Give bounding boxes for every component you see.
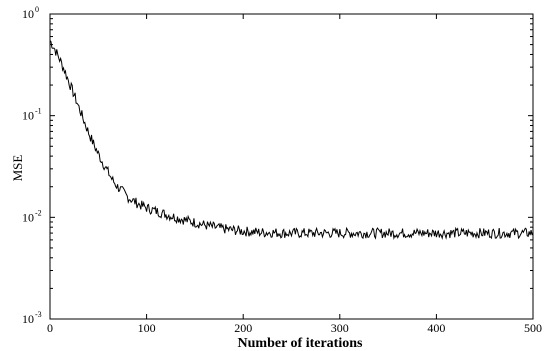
x-tick-label: 200 <box>234 321 252 335</box>
x-tick-label: 400 <box>427 321 445 335</box>
y-tick-label-exponent: -1 <box>35 107 42 116</box>
x-tick-label: 0 <box>47 321 53 335</box>
y-tick-label-base: 10 <box>22 312 34 326</box>
y-tick-label-exponent: 0 <box>35 5 39 14</box>
y-tick-label-base: 10 <box>22 210 34 224</box>
x-tick-label: 100 <box>138 321 156 335</box>
x-tick-label: 500 <box>524 321 542 335</box>
mse-series-line <box>49 40 534 241</box>
plot-frame <box>49 13 534 320</box>
y-tick-label-base: 10 <box>22 109 34 123</box>
y-axis-title: MSE <box>10 155 25 182</box>
x-tick-label: 300 <box>331 321 349 335</box>
x-axis-title: Number of iterations <box>238 336 363 351</box>
y-tick-label-exponent: -3 <box>35 310 42 319</box>
y-tick-label-base: 10 <box>22 7 34 21</box>
y-tick-label-exponent: -2 <box>35 208 42 217</box>
x-tick-group: 0 100 200 300 400 500 <box>47 14 542 335</box>
